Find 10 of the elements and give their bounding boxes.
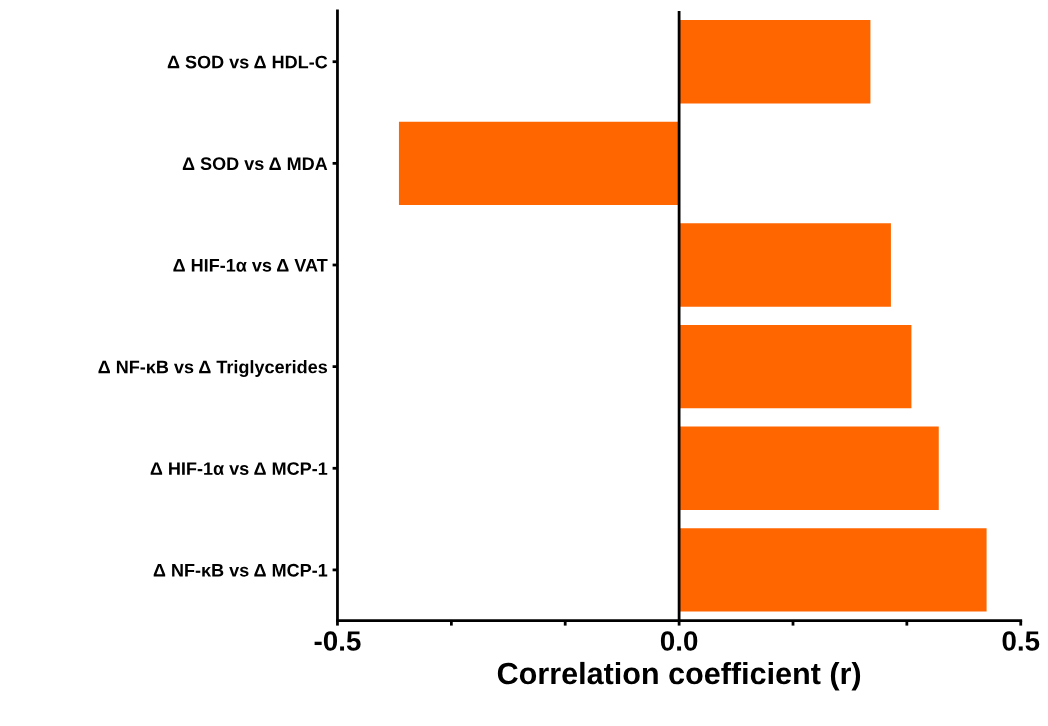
y-tick-label: Δ NF-κB vs Δ MCP-1 xyxy=(153,563,328,577)
x-axis-title: Correlation coefficient (r) xyxy=(497,661,861,691)
y-tick-label: Δ HIF-1α vs Δ MCP-1 xyxy=(150,462,328,475)
y-tick-label: Δ SOD vs Δ MDA xyxy=(182,157,328,171)
x-tick-label: -0.5 xyxy=(314,631,361,651)
y-tick-label: Δ HIF-1α vs Δ VAT xyxy=(173,259,328,272)
y-tick-label: Δ NF-κB vs Δ Triglycerides xyxy=(98,360,327,377)
x-tick-label: 0.5 xyxy=(1002,631,1040,651)
x-tick-label: 0.0 xyxy=(660,631,698,651)
y-tick-label: Δ SOD vs Δ HDL-C xyxy=(167,55,328,69)
